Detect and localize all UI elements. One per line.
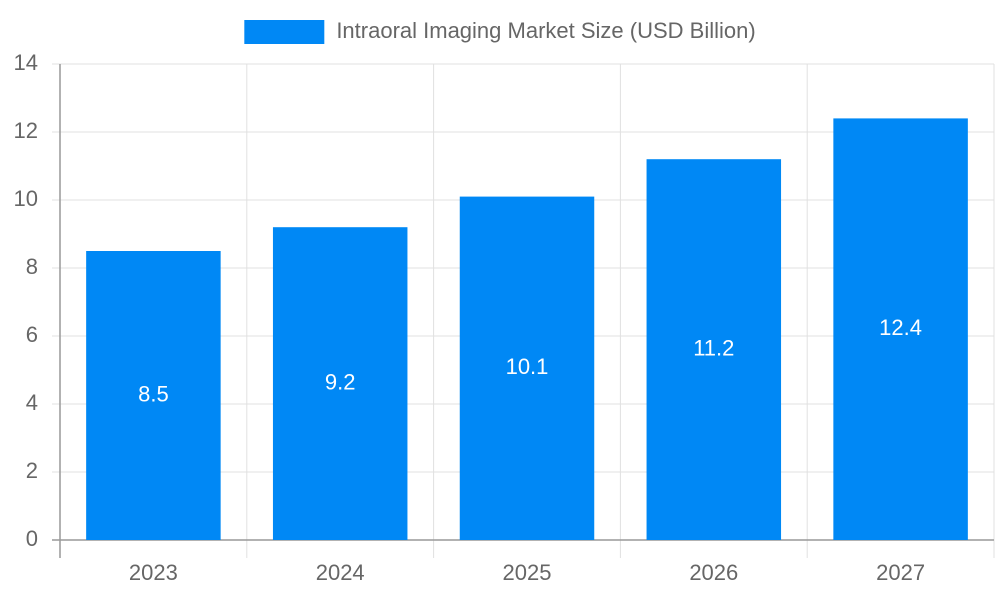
y-tick-label: 14 — [14, 50, 38, 75]
legend-swatch — [244, 20, 325, 44]
data-label: 9.2 — [325, 369, 356, 394]
data-label: 10.1 — [506, 354, 549, 379]
x-tick-label: 2025 — [503, 560, 552, 585]
bar — [646, 159, 782, 540]
x-tick-label: 2023 — [129, 560, 178, 585]
bar — [459, 196, 595, 540]
data-label: 8.5 — [138, 381, 169, 406]
x-tick-label: 2027 — [876, 560, 925, 585]
bar — [833, 118, 968, 541]
bar — [272, 227, 408, 540]
y-tick-label: 6 — [26, 322, 38, 347]
bar — [86, 251, 221, 540]
y-tick-label: 2 — [26, 458, 38, 483]
legend-label: Intraoral Imaging Market Size (USD Billi… — [336, 18, 755, 43]
data-label: 11.2 — [693, 335, 734, 360]
data-label: 12.4 — [879, 315, 922, 340]
y-tick-label: 8 — [26, 254, 38, 279]
y-tick-label: 0 — [26, 526, 38, 551]
x-tick-label: 2024 — [316, 560, 365, 585]
y-tick-label: 10 — [14, 186, 38, 211]
y-tick-label: 12 — [14, 118, 38, 143]
y-tick-label: 4 — [26, 390, 38, 415]
x-tick-label: 2026 — [689, 560, 738, 585]
